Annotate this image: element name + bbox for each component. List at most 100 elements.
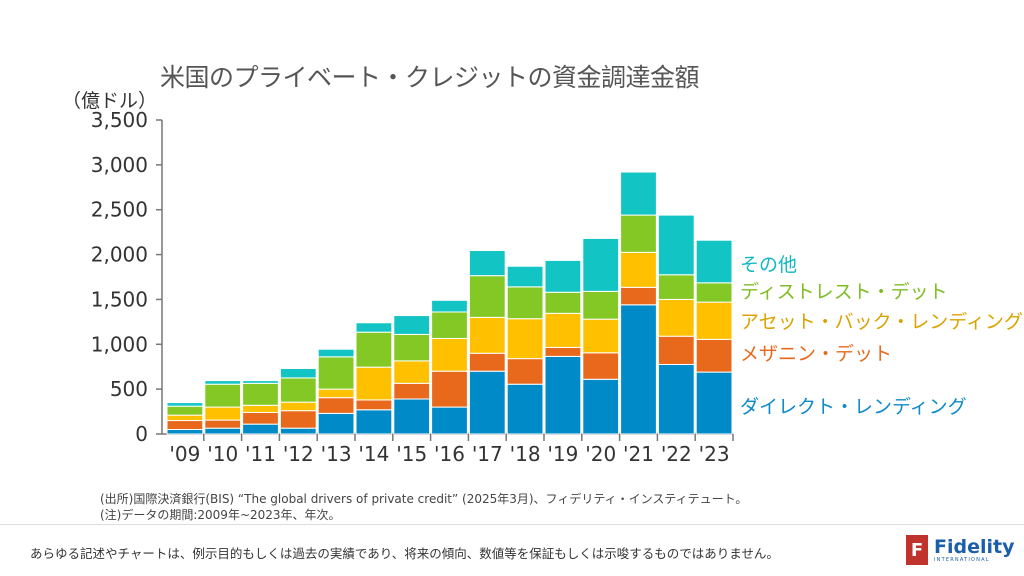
bar-segment-4 <box>657 214 695 276</box>
legend-label: ダイレクト・レンディング <box>740 396 967 418</box>
bar-segment-1 <box>695 338 733 373</box>
bar-segment-3 <box>204 383 242 408</box>
bar-segment-4 <box>620 171 657 216</box>
bar-segment-0 <box>620 304 657 435</box>
bar-segment-3 <box>657 274 695 300</box>
bar-segment-3 <box>544 291 582 314</box>
bar-segment-3 <box>431 311 468 339</box>
bar-segment-1 <box>620 286 657 306</box>
bar-segment-3 <box>468 275 506 318</box>
bar-segment-3 <box>582 290 620 320</box>
bar-segment-4 <box>695 239 733 284</box>
x-tick-label: '14 <box>358 442 389 466</box>
bar-segment-1 <box>506 358 544 385</box>
bar-segment-0 <box>393 398 431 435</box>
x-tick-label: '09 <box>169 442 200 466</box>
bar-segment-4 <box>242 380 279 384</box>
bar-segment-2 <box>620 251 657 288</box>
bar-segment-4 <box>279 368 317 379</box>
y-tick-label: 500 <box>110 377 148 401</box>
bar-segment-1 <box>317 397 355 414</box>
bar-segment-2 <box>317 388 355 399</box>
bar-segment-4 <box>166 402 204 407</box>
bar-segment-0 <box>544 355 582 435</box>
footer-divider <box>0 524 1024 525</box>
bar-segment-2 <box>393 360 431 384</box>
bar-segment-4 <box>317 348 355 358</box>
bar-segment-0 <box>695 371 733 435</box>
y-tick-label: 0 <box>135 422 148 446</box>
x-tick-label: '10 <box>207 442 238 466</box>
bar-segment-3 <box>279 377 317 403</box>
bar-segment-0 <box>657 363 695 435</box>
x-tick-label: '12 <box>283 442 314 466</box>
bar-segment-3 <box>166 405 204 416</box>
bar-segment-0 <box>317 412 355 435</box>
bar-segment-4 <box>544 259 582 293</box>
bar-segment-1 <box>657 335 695 365</box>
x-tick-label: '21 <box>623 442 654 466</box>
y-tick-label: 2,000 <box>91 243 148 267</box>
x-tick-label: '13 <box>321 442 352 466</box>
legend-label: ディストレスト・デット <box>740 281 948 303</box>
bar-segment-2 <box>657 298 695 337</box>
legend-label: その他 <box>740 254 797 276</box>
legend-label: アセット・バック・レンディング <box>740 311 1023 333</box>
source-note: (出所)国際決済銀行(BIS) “The global drivers of p… <box>100 492 748 506</box>
bar-segment-0 <box>506 383 544 435</box>
bar-segment-0 <box>355 409 393 435</box>
x-tick-label: '11 <box>245 442 276 466</box>
chart-title: 米国のプライベート・クレジットの資金調達金額 <box>160 63 700 92</box>
logo-sub: INTERNATIONAL <box>934 557 990 563</box>
x-tick-label: '20 <box>585 442 616 466</box>
bar-segment-1 <box>279 410 317 429</box>
x-tick-label: '19 <box>547 442 578 466</box>
bar-segment-0 <box>279 427 317 435</box>
bar-segment-0 <box>431 406 468 435</box>
bar-segment-1 <box>393 382 431 400</box>
bar-segment-2 <box>431 337 468 372</box>
bar-segment-2 <box>242 404 279 413</box>
bar-segment-0 <box>242 423 279 435</box>
bar-segment-2 <box>506 318 544 360</box>
bar-segment-2 <box>355 366 393 401</box>
y-tick-label: 1,000 <box>91 332 148 356</box>
bar-segment-4 <box>468 250 506 277</box>
x-tick-label: '16 <box>434 442 465 466</box>
logo-name: Fidelity <box>934 536 1015 558</box>
bar-segment-1 <box>204 419 242 429</box>
fidelity-logo-mark: F <box>906 535 928 565</box>
bar-segment-0 <box>582 378 620 435</box>
y-axis-unit-label: （億ドル） <box>62 90 158 112</box>
y-tick-label: 2,500 <box>91 198 148 222</box>
bar-segment-1 <box>355 399 393 411</box>
bar-segment-3 <box>355 331 393 368</box>
bar-segment-3 <box>317 356 355 390</box>
disclaimer: あらゆる記述やチャートは、例示目的もしくは過去の実績であり、将来の傾向、数値等を… <box>30 546 779 561</box>
bar-segment-1 <box>166 420 204 431</box>
x-tick-label: '15 <box>396 442 427 466</box>
bar-segment-4 <box>506 265 544 288</box>
data-period-note: (注)データの期間:2009年~2023年、年次。 <box>100 508 341 522</box>
bar-segment-3 <box>242 382 279 406</box>
fidelity-logo: F Fidelity INTERNATIONAL <box>906 535 1014 565</box>
bar-segment-2 <box>695 301 733 340</box>
y-tick-label: 3,500 <box>91 108 148 132</box>
x-tick-label: '18 <box>510 442 541 466</box>
bar-segment-2 <box>279 401 317 412</box>
bar-segment-2 <box>544 312 582 348</box>
bar-segment-4 <box>204 380 242 385</box>
bar-segment-0 <box>166 429 204 435</box>
bar-segment-1 <box>582 352 620 380</box>
bar-segment-3 <box>393 333 431 362</box>
bar-segment-2 <box>582 318 620 354</box>
bar-segment-0 <box>204 427 242 435</box>
y-tick-label: 1,500 <box>91 287 148 311</box>
bar-segment-1 <box>544 346 582 357</box>
bar-segment-2 <box>468 316 506 354</box>
bar-segment-3 <box>695 282 733 303</box>
bar-segment-2 <box>166 414 204 422</box>
bar-segment-0 <box>468 370 506 435</box>
bar-segment-2 <box>204 406 242 421</box>
